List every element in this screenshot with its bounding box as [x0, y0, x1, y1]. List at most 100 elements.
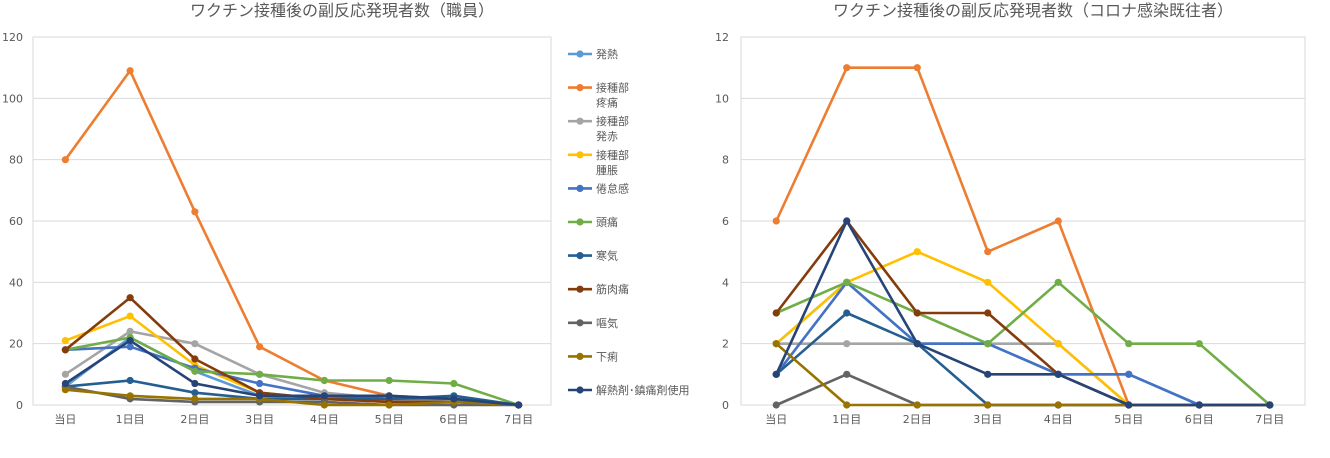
data-point [126, 327, 134, 335]
data-point [320, 376, 328, 385]
legend-item: 解熱剤･鎮痛剤使用 [568, 383, 690, 397]
series-line [775, 219, 1270, 407]
y-tick-label: 80 [9, 154, 23, 167]
data-point [126, 67, 134, 75]
legend-marker-icon [576, 184, 584, 192]
data-point [126, 376, 134, 385]
data-point [191, 367, 199, 375]
data-point [61, 370, 69, 378]
data-point [913, 64, 921, 72]
data-point [256, 392, 264, 400]
y-tick-label: 0 [722, 399, 729, 412]
data-point [191, 340, 199, 348]
data-point [320, 392, 328, 400]
legend-marker-icon [576, 319, 584, 327]
series-line [65, 379, 519, 407]
x-tick-label: 6日目 [439, 413, 468, 426]
x-tick-label: 3日目 [245, 413, 274, 426]
legend-item: 筋肉痛 [568, 282, 629, 296]
legend-marker-icon [576, 252, 584, 260]
legend-label: 嘔気 [596, 316, 618, 330]
data-point [385, 401, 393, 409]
data-point [126, 343, 134, 351]
series-10 [61, 337, 523, 409]
legend-label: 倦怠感 [596, 181, 629, 195]
y-tick-label: 8 [722, 154, 729, 167]
y-tick-label: 10 [715, 92, 729, 105]
legend-item: 嘔気 [568, 316, 618, 330]
series-line [775, 280, 1270, 407]
legend-item: 寒気 [568, 249, 618, 263]
legend-marker-icon [576, 218, 584, 226]
data-point [61, 346, 69, 354]
y-tick-label: 0 [16, 399, 23, 412]
series-line [64, 339, 519, 407]
data-point [320, 401, 328, 409]
x-tick-label: 4日目 [310, 413, 339, 426]
data-point [984, 370, 992, 378]
legend-marker-icon [576, 151, 584, 159]
data-point [450, 379, 458, 388]
legend-label: 発熱 [596, 47, 618, 61]
y-tick-label: 20 [9, 338, 23, 351]
x-tick-label: 当日 [765, 412, 787, 426]
series-line [64, 69, 519, 407]
data-point [191, 395, 199, 403]
x-tick-label: 7日目 [1255, 413, 1284, 426]
data-point [61, 337, 69, 345]
y-tick-label: 60 [9, 215, 23, 228]
data-point [843, 401, 851, 409]
data-point [126, 392, 134, 400]
data-point [1125, 370, 1133, 378]
data-point [191, 355, 199, 363]
data-point [984, 340, 992, 348]
data-point [191, 208, 199, 216]
x-tick-label: 6日目 [1185, 413, 1214, 426]
series-line [775, 280, 1271, 406]
legend-label: 下痢 [596, 349, 618, 363]
chart-staff: ワクチン接種後の副反応発現者数（職員） 0 20 40 60 80 100 120 当日 1日目 2… [2, 1, 690, 426]
data-point [1054, 401, 1062, 409]
legend-item: 発熱 [568, 47, 618, 61]
chart-covid-history-svg: ワクチン接種後の副反応発現者数（コロナ感染既往者） 0 2 4 6 8 10 12 当日 1日目 2… [715, 1, 1306, 426]
data-point [913, 401, 921, 409]
data-point [1195, 401, 1203, 409]
data-point [1266, 401, 1274, 409]
y-tick-label: 100 [2, 92, 23, 105]
data-point [385, 392, 393, 400]
data-point [126, 312, 134, 320]
data-point [61, 386, 69, 394]
data-point [515, 401, 523, 409]
series-10 [772, 217, 1274, 409]
x-tick-label: 3日目 [973, 413, 1002, 426]
data-point [913, 309, 921, 317]
data-point [843, 217, 851, 225]
series-line [775, 372, 1270, 407]
series-7 [61, 294, 523, 409]
legend-label: 腫脹 [596, 163, 618, 177]
data-point [1125, 340, 1133, 348]
data-point [126, 337, 134, 345]
legend-label: 発赤 [596, 129, 618, 143]
legend-label: 解熱剤･鎮痛剤使用 [596, 383, 690, 397]
data-point [772, 370, 780, 378]
data-point [913, 248, 921, 256]
x-tick-label: 1日目 [116, 413, 145, 426]
legend-label: 頭痛 [596, 215, 618, 229]
chart-title: ワクチン接種後の副反応発現者数（職員） [190, 1, 494, 20]
series-line [65, 388, 519, 407]
legend-label: 筋肉痛 [596, 282, 629, 296]
data-point [256, 370, 264, 378]
data-point [1054, 217, 1062, 225]
x-tick-label: 当日 [54, 412, 76, 426]
data-point [984, 401, 992, 409]
legend-label: 接種部 [596, 114, 629, 128]
chart-title: ワクチン接種後の副反応発現者数（コロナ感染既往者） [833, 1, 1233, 20]
data-point [984, 278, 992, 286]
data-point [256, 343, 264, 351]
data-point [61, 379, 69, 388]
data-point [1195, 340, 1203, 348]
data-point [843, 278, 851, 286]
x-tick-label: 2日目 [903, 413, 932, 426]
